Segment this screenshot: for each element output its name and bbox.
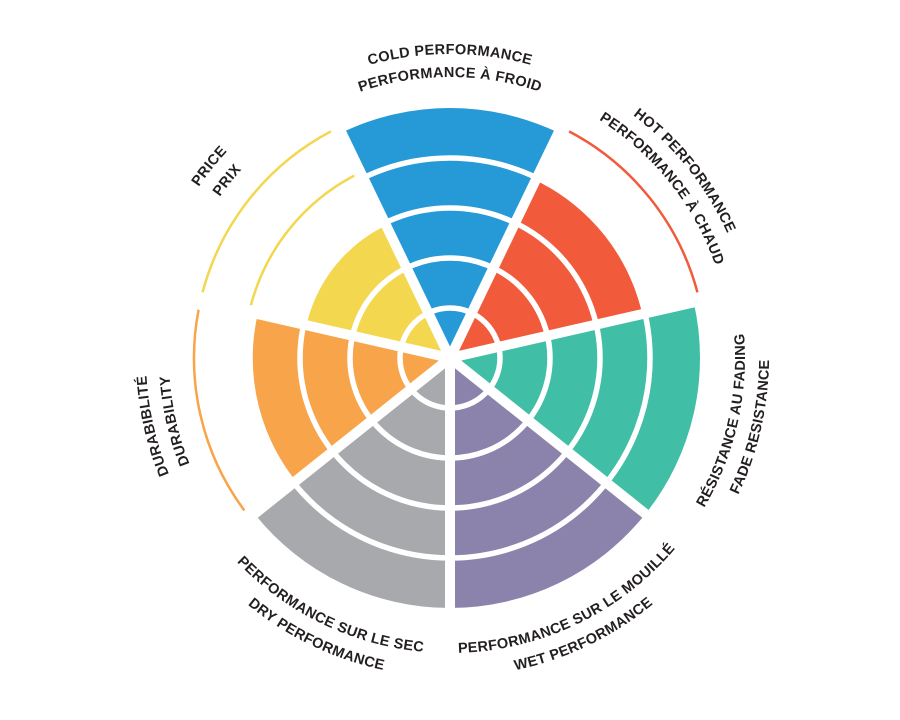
sector-gap-spoke xyxy=(445,119,569,361)
sector-gap-spoke xyxy=(193,294,452,363)
sector-wedges-group xyxy=(249,108,700,608)
sector-gap-spoke xyxy=(331,119,455,361)
sector-gap-spoke xyxy=(446,354,658,526)
indicator-arcs-group xyxy=(192,130,699,512)
sector-gap-spoke xyxy=(242,354,454,526)
sector-dry-wedge xyxy=(254,358,450,608)
indicator-arc-price-ring5 xyxy=(201,130,332,293)
sector-gap-spoke xyxy=(448,294,707,363)
indicator-arc-price-ring4 xyxy=(249,174,355,306)
label-hot-line1: HOT PERFORMANCE xyxy=(631,106,739,236)
grid-separators-group xyxy=(193,119,707,620)
indicator-arc-hot-ring5 xyxy=(568,130,699,293)
sector-wet-wedge xyxy=(450,358,646,608)
indicator-arc-durability-ring5 xyxy=(192,309,246,512)
sector-cold-wedge xyxy=(341,108,559,359)
label-cold-line2: PERFORMANCE À FROID xyxy=(356,65,543,96)
sector-fade-wedge xyxy=(450,302,700,514)
label-cold-line1: COLD PERFORMANCE xyxy=(366,42,534,69)
